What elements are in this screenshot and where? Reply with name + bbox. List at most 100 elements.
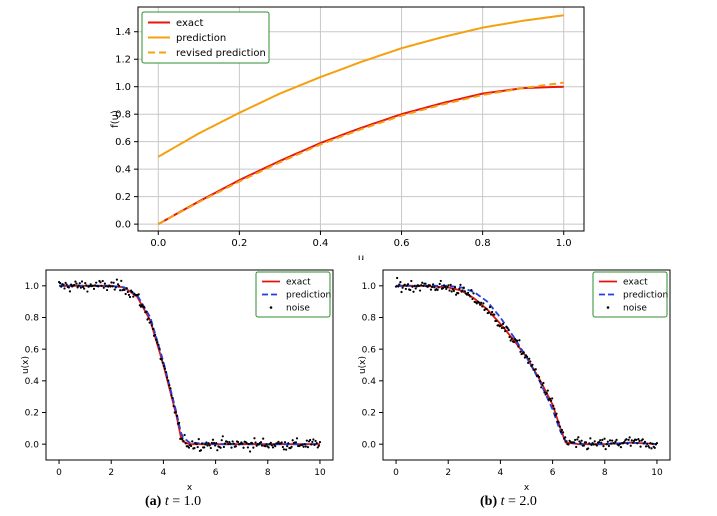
noise-point	[602, 445, 605, 448]
noise-point	[291, 439, 294, 442]
caption-a-value: = 1.0	[168, 494, 202, 509]
noise-point	[111, 285, 114, 288]
noise-point	[100, 284, 103, 288]
noise-point	[522, 351, 525, 354]
x-tick-label: 0	[393, 468, 399, 478]
noise-point	[636, 442, 639, 445]
noise-point	[304, 445, 307, 448]
noise-point	[221, 435, 224, 438]
noise-point	[209, 446, 212, 450]
noise-point	[207, 442, 210, 445]
noise-point	[305, 439, 308, 442]
noise-point	[575, 445, 578, 449]
noise-point	[168, 384, 171, 387]
noise-point	[253, 437, 256, 440]
noise-point	[181, 437, 184, 440]
noise-point	[469, 295, 472, 298]
legend-label: revised prediction	[176, 48, 266, 59]
noise-point	[167, 379, 170, 382]
noise-point	[64, 281, 67, 284]
noise-point	[446, 285, 449, 289]
noise-point	[396, 276, 399, 280]
noise-point	[174, 411, 177, 414]
noise-point	[529, 360, 532, 363]
noise-point	[274, 445, 277, 448]
y-tick-label: 0.6	[115, 137, 131, 148]
y-tick-label: 0.0	[362, 440, 377, 450]
noise-point	[282, 448, 286, 451]
noise-point	[394, 285, 398, 288]
y-tick-label: 1.4	[115, 27, 131, 38]
noise-point	[595, 444, 599, 447]
noise-point	[588, 442, 591, 445]
noise-point	[290, 445, 293, 448]
noise-point	[559, 430, 562, 433]
noise-point	[267, 446, 270, 449]
noise-point	[117, 284, 121, 287]
noise-point	[644, 445, 648, 448]
noise-point	[236, 440, 240, 444]
noise-point	[508, 335, 511, 339]
noise-point	[470, 289, 473, 292]
noise-point	[112, 281, 115, 284]
noise-point	[241, 442, 244, 445]
noise-point	[271, 446, 275, 449]
noise-point	[196, 445, 199, 449]
noise-point	[548, 397, 552, 400]
x-tick-label: 0.0	[150, 238, 166, 249]
noise-point	[610, 442, 613, 445]
noise-point	[555, 412, 558, 415]
noise-point	[232, 442, 235, 445]
noise-point	[160, 358, 163, 361]
noise-point	[601, 438, 604, 441]
legend: exact prediction revised prediction	[141, 11, 270, 64]
noise-point	[242, 446, 245, 449]
legend-label: noise	[623, 304, 647, 314]
noise-point	[630, 439, 633, 442]
noise-point	[466, 291, 470, 294]
noise-point	[531, 363, 534, 366]
noise-point	[124, 292, 127, 296]
noise-point	[132, 295, 135, 298]
noise-point	[549, 399, 553, 402]
noise-point	[252, 446, 255, 449]
noise-point	[517, 345, 520, 348]
noise-point	[273, 443, 276, 446]
noise-point	[89, 283, 92, 286]
noise-point	[116, 283, 120, 286]
legend-box	[141, 11, 270, 64]
legend-label: prediction	[176, 33, 226, 44]
noise-point	[182, 440, 185, 443]
noise-point	[648, 446, 651, 449]
plot-frame	[382, 269, 671, 461]
noise-point	[516, 339, 519, 342]
noise-point	[183, 433, 186, 437]
noise-point	[255, 444, 258, 447]
noise-point	[163, 367, 167, 370]
noise-point	[212, 441, 216, 445]
noise-point	[210, 441, 213, 444]
noise-point	[294, 441, 298, 444]
noise-point	[625, 438, 628, 441]
noise-point	[528, 357, 531, 360]
x-tick-label: 0.4	[313, 238, 329, 249]
noise-point	[488, 306, 492, 309]
noise-point	[208, 444, 211, 447]
noise-point	[627, 438, 630, 441]
noise-point	[158, 347, 161, 350]
noise-point	[311, 440, 314, 444]
noise-point	[646, 442, 649, 445]
noise-point	[67, 286, 70, 289]
legend-label: noise	[286, 304, 310, 314]
noise-point	[230, 446, 233, 449]
noise-point	[69, 283, 73, 286]
noise-point	[503, 326, 506, 330]
y-tick-label: 1.0	[25, 282, 40, 292]
noise-point	[653, 446, 656, 449]
noise-point	[428, 284, 431, 287]
noise-point	[277, 440, 280, 443]
noise-point	[421, 281, 424, 284]
noise-point	[607, 444, 611, 448]
x-tick-label: 0	[56, 468, 62, 478]
noise-point	[154, 333, 157, 337]
